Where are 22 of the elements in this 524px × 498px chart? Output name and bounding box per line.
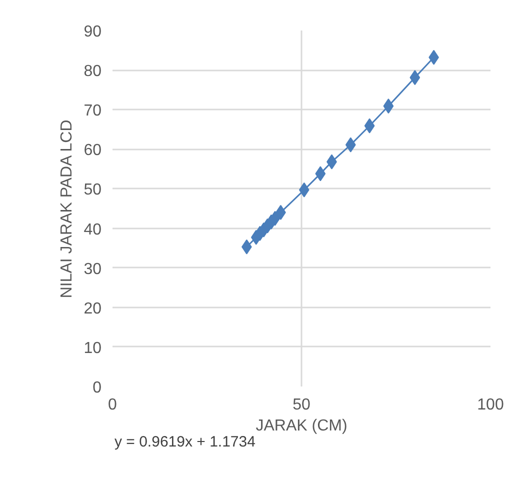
y-tick-label: 80 (84, 63, 102, 80)
point (410, 70, 420, 86)
point (345, 137, 356, 152)
text: y = 0.9619x + 1.1734 (114, 434, 256, 450)
x-tick-label: 0 (108, 396, 118, 414)
x-axis-title: JARAK (CM) (256, 418, 348, 434)
y-tick-label: 70 (84, 102, 102, 120)
x-tick-label: 100 (477, 396, 504, 414)
y-tick-label: 50 (84, 182, 102, 199)
y-tick-label: 10 (84, 340, 102, 357)
point (298, 182, 310, 198)
x-tick-label: 50 (292, 396, 310, 414)
y-tick-label: 40 (84, 221, 102, 238)
y-axis-title: NILAI JARAK PADA LCD (58, 120, 76, 298)
point (315, 166, 326, 182)
y-tick-label: 30 (84, 260, 102, 278)
point (364, 118, 375, 134)
y-tick-label: 20 (84, 300, 102, 318)
y-tick-label: 90 (84, 24, 102, 40)
y-tick-label: 60 (84, 142, 102, 160)
point (383, 98, 394, 114)
y-tick-label: 0 (92, 380, 102, 396)
